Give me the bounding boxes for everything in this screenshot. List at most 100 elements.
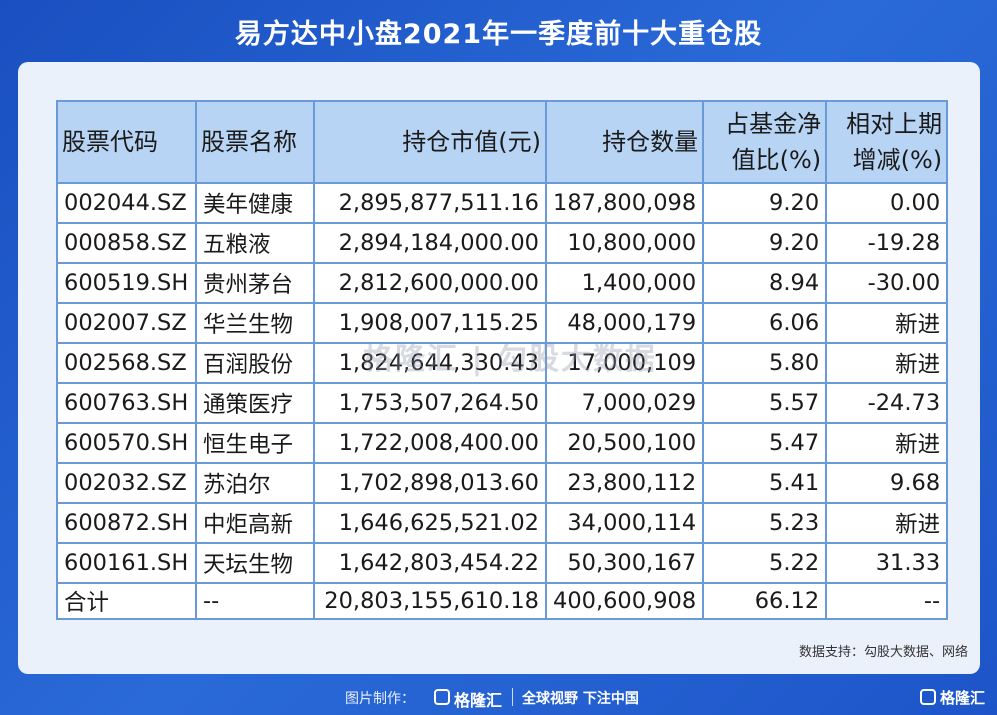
cell-change: 0.00 bbox=[825, 182, 949, 224]
cell-quantity: 34,000,114 bbox=[544, 502, 705, 544]
cell-market-value: 1,642,803,454.22 bbox=[313, 542, 547, 584]
header-nav-percent: 占基金净 值比(%) bbox=[702, 100, 828, 184]
table-row: 600519.SH 贵州茅台 2,812,600,000.00 1,400,00… bbox=[56, 262, 949, 304]
cell-change: -30.00 bbox=[825, 262, 949, 304]
cell-quantity: 50,300,167 bbox=[544, 542, 705, 584]
cell-change: 新进 bbox=[825, 302, 949, 344]
cell-change: -- bbox=[825, 582, 949, 620]
cell-nav-percent: 5.41 bbox=[702, 462, 828, 504]
table-row: 600763.SH 通策医疗 1,753,507,264.50 7,000,02… bbox=[56, 382, 949, 424]
cell-quantity: 20,500,100 bbox=[544, 422, 705, 464]
table-row: 002568.SZ 百润股份 1,824,644,330.43 17,000,1… bbox=[56, 342, 949, 384]
page-title: 易方达中小盘2021年一季度前十大重仓股 bbox=[234, 19, 763, 50]
cell-nav-percent: 6.06 bbox=[702, 302, 828, 344]
cell-name: -- bbox=[195, 582, 315, 620]
header-nav-percent-line1: 占基金净 bbox=[725, 110, 822, 138]
cell-code: 600763.SH bbox=[56, 382, 197, 424]
table-total-row: 合计 -- 20,803,155,610.18 400,600,908 66.1… bbox=[56, 582, 949, 620]
cell-market-value: 1,646,625,521.02 bbox=[313, 502, 547, 544]
cell-code: 600161.SH bbox=[56, 542, 197, 584]
cell-name: 恒生电子 bbox=[195, 422, 315, 464]
cell-change: -24.73 bbox=[825, 382, 949, 424]
cell-code: 600570.SH bbox=[56, 422, 197, 464]
footer-slogan: 全球视野 下注中国 bbox=[522, 691, 639, 707]
footer-bar: 图片制作： 格隆汇 全球视野 下注中国 格隆汇 bbox=[0, 684, 997, 712]
cell-nav-percent: 5.22 bbox=[702, 542, 828, 584]
cell-quantity: 400,600,908 bbox=[544, 582, 705, 620]
header-market-value: 持仓市值(元) bbox=[313, 100, 547, 184]
cell-quantity: 10,800,000 bbox=[544, 222, 705, 264]
corner-logo-icon bbox=[920, 689, 936, 705]
gelonghui-logo-icon bbox=[434, 689, 450, 705]
cell-name: 通策医疗 bbox=[195, 382, 315, 424]
cell-change: 新进 bbox=[825, 422, 949, 464]
header-change-line1: 相对上期 bbox=[846, 110, 943, 138]
header-change-line2: 增减(%) bbox=[852, 146, 943, 174]
cell-code: 002007.SZ bbox=[56, 302, 197, 344]
cell-code: 002568.SZ bbox=[56, 342, 197, 384]
cell-total-label: 合计 bbox=[56, 582, 197, 620]
cell-market-value: 2,894,184,000.00 bbox=[313, 222, 547, 264]
cell-quantity: 1,400,000 bbox=[544, 262, 705, 304]
cell-nav-percent: 5.47 bbox=[702, 422, 828, 464]
cell-nav-percent: 5.23 bbox=[702, 502, 828, 544]
cell-market-value: 1,824,644,330.43 bbox=[313, 342, 547, 384]
header-quantity: 持仓数量 bbox=[544, 100, 705, 184]
cell-market-value: 2,895,877,511.16 bbox=[313, 182, 547, 224]
cell-nav-percent: 9.20 bbox=[702, 222, 828, 264]
cell-nav-percent: 8.94 bbox=[702, 262, 828, 304]
table-row: 002044.SZ 美年健康 2,895,877,511.16 187,800,… bbox=[56, 182, 949, 224]
header-stock-code: 股票代码 bbox=[56, 100, 197, 184]
cell-name: 贵州茅台 bbox=[195, 262, 315, 304]
cell-market-value: 2,812,600,000.00 bbox=[313, 262, 547, 304]
table-header-row: 股票代码 股票名称 持仓市值(元) 持仓数量 占基金净 值比(%) 相对上期 增… bbox=[56, 100, 949, 184]
table-row: 600872.SH 中炬高新 1,646,625,521.02 34,000,1… bbox=[56, 502, 949, 544]
cell-name: 美年健康 bbox=[195, 182, 315, 224]
cell-market-value: 1,753,507,264.50 bbox=[313, 382, 547, 424]
cell-quantity: 48,000,179 bbox=[544, 302, 705, 344]
cell-name: 五粮液 bbox=[195, 222, 315, 264]
footer-made-by-label: 图片制作： bbox=[345, 691, 415, 707]
cell-market-value: 1,908,007,115.25 bbox=[313, 302, 547, 344]
table-row: 002032.SZ 苏泊尔 1,702,898,013.60 23,800,11… bbox=[56, 462, 949, 504]
header-change: 相对上期 增减(%) bbox=[825, 100, 949, 184]
cell-change: 9.68 bbox=[825, 462, 949, 504]
cell-nav-percent: 5.80 bbox=[702, 342, 828, 384]
cell-change: 新进 bbox=[825, 502, 949, 544]
footer-divider bbox=[512, 688, 513, 706]
holdings-table: 股票代码 股票名称 持仓市值(元) 持仓数量 占基金净 值比(%) 相对上期 增… bbox=[56, 100, 949, 620]
corner-logo-text: 格隆汇 bbox=[940, 689, 986, 707]
table-row: 600161.SH 天坛生物 1,642,803,454.22 50,300,1… bbox=[56, 542, 949, 584]
cell-quantity: 17,000,109 bbox=[544, 342, 705, 384]
cell-quantity: 7,000,029 bbox=[544, 382, 705, 424]
cell-market-value: 1,702,898,013.60 bbox=[313, 462, 547, 504]
cell-nav-percent: 9.20 bbox=[702, 182, 828, 224]
table-row: 002007.SZ 华兰生物 1,908,007,115.25 48,000,1… bbox=[56, 302, 949, 344]
cell-code: 600519.SH bbox=[56, 262, 197, 304]
cell-nav-percent: 66.12 bbox=[702, 582, 828, 620]
cell-code: 600872.SH bbox=[56, 502, 197, 544]
cell-quantity: 23,800,112 bbox=[544, 462, 705, 504]
cell-code: 002044.SZ bbox=[56, 182, 197, 224]
cell-name: 中炬高新 bbox=[195, 502, 315, 544]
data-source-note: 数据支持：勾股大数据、网络 bbox=[798, 645, 968, 660]
cell-quantity: 187,800,098 bbox=[544, 182, 705, 224]
cell-code: 002032.SZ bbox=[56, 462, 197, 504]
cell-change: 31.33 bbox=[825, 542, 949, 584]
cell-name: 天坛生物 bbox=[195, 542, 315, 584]
cell-nav-percent: 5.57 bbox=[702, 382, 828, 424]
cell-market-value: 1,722,008,400.00 bbox=[313, 422, 547, 464]
table-row: 000858.SZ 五粮液 2,894,184,000.00 10,800,00… bbox=[56, 222, 949, 264]
content-card: 股票代码 股票名称 持仓市值(元) 持仓数量 占基金净 值比(%) 相对上期 增… bbox=[18, 62, 980, 674]
cell-change: 新进 bbox=[825, 342, 949, 384]
footer-logo-text: 格隆汇 bbox=[454, 691, 503, 710]
table-body: 002044.SZ 美年健康 2,895,877,511.16 187,800,… bbox=[56, 182, 949, 620]
cell-name: 华兰生物 bbox=[195, 302, 315, 344]
cell-market-value: 20,803,155,610.18 bbox=[313, 582, 547, 620]
table-row: 600570.SH 恒生电子 1,722,008,400.00 20,500,1… bbox=[56, 422, 949, 464]
cell-name: 苏泊尔 bbox=[195, 462, 315, 504]
header-nav-percent-line2: 值比(%) bbox=[731, 146, 822, 174]
cell-code: 000858.SZ bbox=[56, 222, 197, 264]
cell-change: -19.28 bbox=[825, 222, 949, 264]
header-stock-name: 股票名称 bbox=[195, 100, 315, 184]
